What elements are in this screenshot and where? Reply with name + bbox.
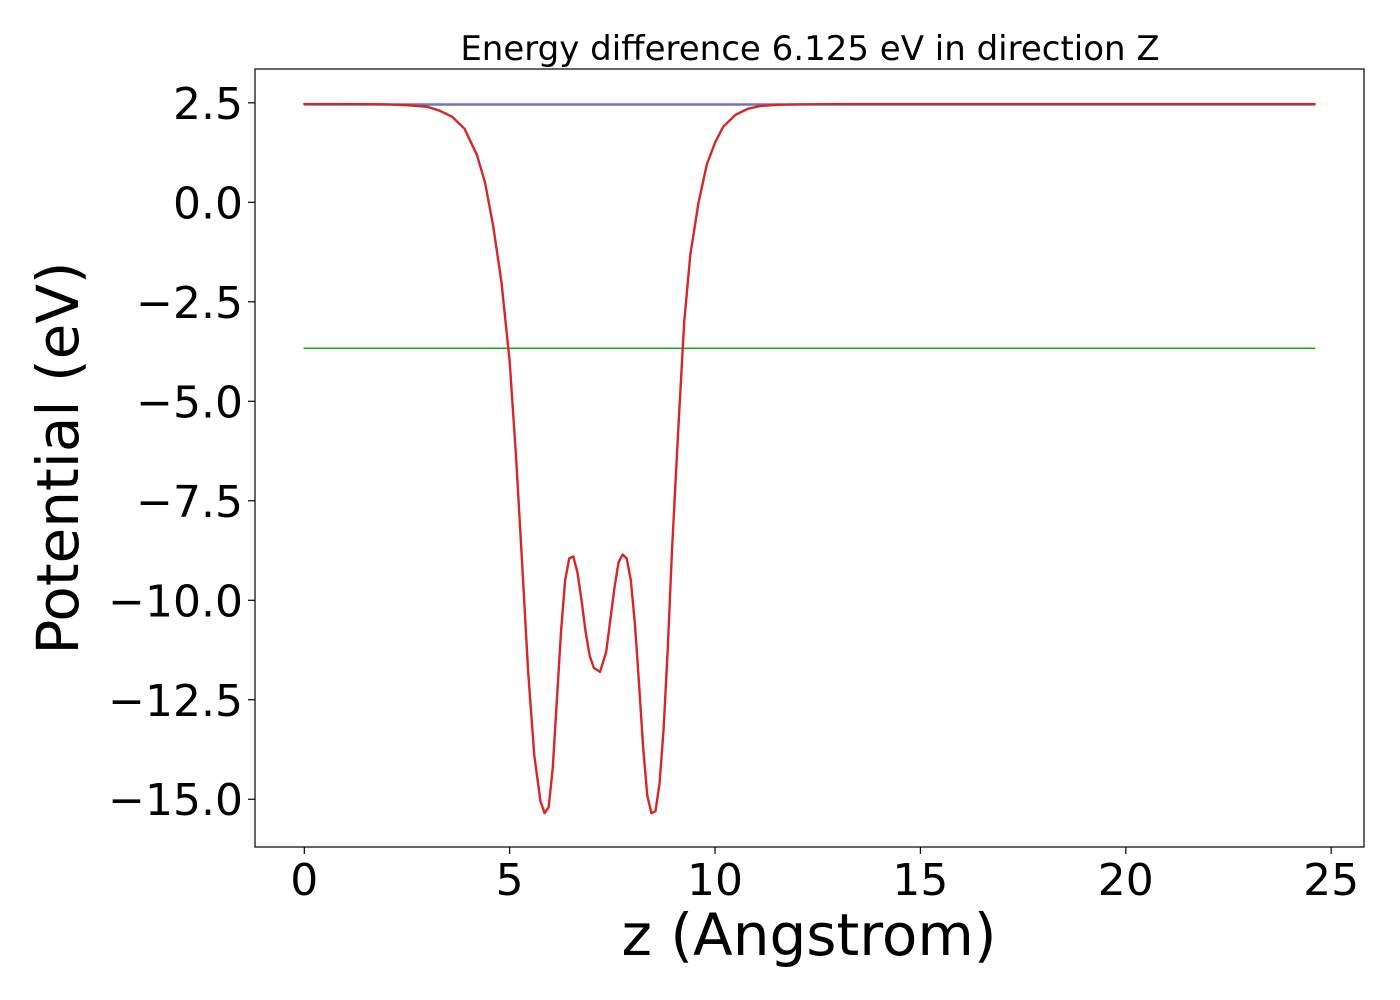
x-tick-label: 25 <box>1303 855 1359 906</box>
x-tick-label: 20 <box>1098 855 1154 906</box>
y-tick-label: −7.5 <box>136 477 243 528</box>
y-tick-label: −15.0 <box>108 775 243 826</box>
y-tick-label: −10.0 <box>108 576 243 627</box>
y-axis-label: Potential (eV) <box>24 261 92 654</box>
y-axis: 2.5 0.0 −2.5 −5.0 −7.5 −10.0 −12.5 −15.0 <box>108 79 255 826</box>
y-tick-label: −2.5 <box>136 278 243 329</box>
y-tick-label: −5.0 <box>136 377 243 428</box>
x-tick-label: 15 <box>892 855 948 906</box>
plot-frame <box>254 68 1365 848</box>
series-line-4 <box>303 102 1316 815</box>
y-tick-label: 2.5 <box>173 79 243 130</box>
chart-title: Energy difference 6.125 eV in direction … <box>460 29 1159 69</box>
y-tick-label: 0.0 <box>173 178 243 229</box>
x-tick-label: 10 <box>687 855 743 906</box>
x-tick-label: 5 <box>496 855 524 906</box>
y-tick-label: −12.5 <box>108 676 243 727</box>
x-axis: 0 5 10 15 20 25 <box>290 847 1359 906</box>
x-tick-label: 0 <box>290 855 318 906</box>
x-axis-label: z (Angstrom) <box>622 901 997 969</box>
series-layer <box>303 102 1316 815</box>
